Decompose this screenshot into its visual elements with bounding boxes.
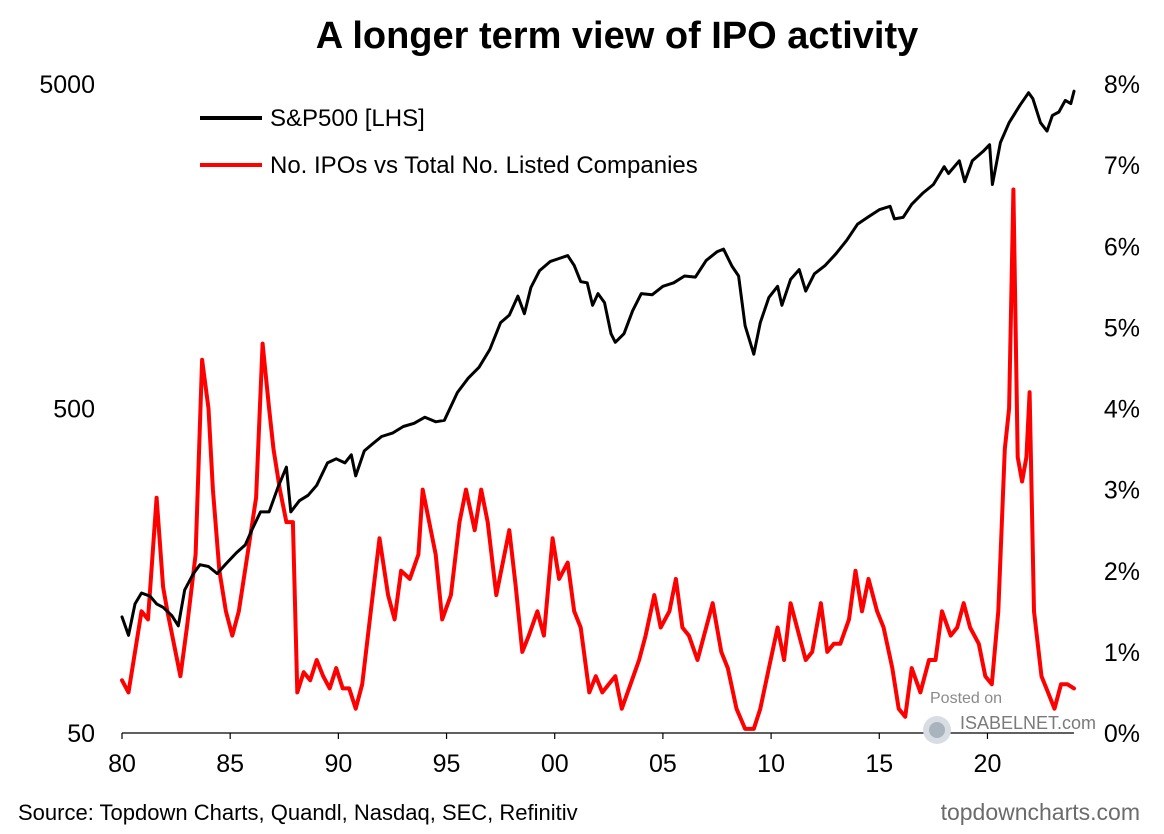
right-axis-tick-label: 2% <box>1104 558 1140 586</box>
source-note: Source: Topdown Charts, Quandl, Nasdaq, … <box>18 800 578 825</box>
x-axis-tick-label: 95 <box>433 750 461 778</box>
watermark: Posted on ISABELNET.com <box>923 690 1096 744</box>
x-axis-tick-label: 80 <box>108 750 136 778</box>
series-line-ipos <box>120 187 1076 731</box>
credit-note: topdowncharts.com <box>941 799 1140 825</box>
right-axis-tick-label: 0% <box>1104 720 1140 748</box>
legend-label-ipos: No. IPOs vs Total No. Listed Companies <box>270 152 698 179</box>
left-axis-tick-labels: 5000 500 50 <box>39 71 95 748</box>
legend-label-sp500: S&P500 [LHS] <box>270 105 425 132</box>
left-axis-tick-label: 50 <box>67 720 95 748</box>
legend: S&P500 [LHS] No. IPOs vs Total No. Liste… <box>200 105 698 179</box>
x-axis-ticks: 80 85 90 95 00 05 10 15 20 <box>108 733 1001 778</box>
watermark-line2: ISABELNET.com <box>960 713 1096 733</box>
series-layer <box>120 89 1076 731</box>
right-axis-tick-label: 4% <box>1104 396 1140 424</box>
right-axis-tick-label: 6% <box>1104 233 1140 261</box>
x-axis-tick-label: 85 <box>216 750 244 778</box>
x-axis-tick-label: 05 <box>649 750 677 778</box>
right-axis-tick-labels: 8% 7% 6% 5% 4% 3% 2% 1% 0% <box>1104 71 1140 748</box>
x-axis-tick-label: 15 <box>865 750 893 778</box>
right-axis-tick-label: 7% <box>1104 152 1140 180</box>
right-axis-tick-label: 3% <box>1104 477 1140 505</box>
x-axis-tick-label: 20 <box>974 750 1002 778</box>
right-axis-tick-label: 1% <box>1104 639 1140 667</box>
x-axis-tick-label: 10 <box>757 750 785 778</box>
x-axis-tick-label: 00 <box>541 750 569 778</box>
chart-title: A longer term view of IPO activity <box>316 15 919 57</box>
watermark-globe-core <box>929 722 945 738</box>
right-axis-tick-label: 5% <box>1104 314 1140 342</box>
x-axis-tick-label: 90 <box>324 750 352 778</box>
left-axis-tick-label: 500 <box>53 396 95 424</box>
series-line-sp500 <box>120 89 1076 637</box>
left-axis-tick-label: 5000 <box>39 71 95 99</box>
right-axis-tick-label: 8% <box>1104 71 1140 99</box>
watermark-line1: Posted on <box>930 690 1002 707</box>
